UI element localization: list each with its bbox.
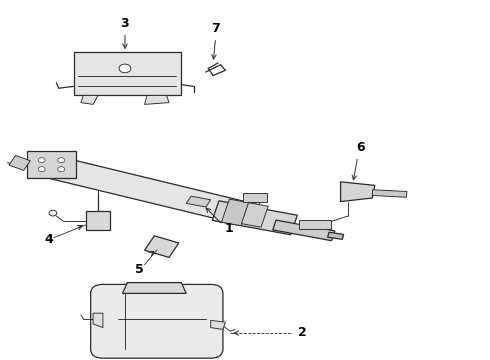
Circle shape: [38, 167, 45, 172]
Polygon shape: [122, 283, 186, 293]
Polygon shape: [372, 190, 407, 197]
Circle shape: [58, 167, 65, 172]
Text: 2: 2: [298, 327, 307, 339]
Circle shape: [119, 64, 131, 73]
Polygon shape: [212, 201, 297, 235]
Polygon shape: [186, 196, 211, 207]
Polygon shape: [145, 236, 179, 257]
Polygon shape: [74, 52, 181, 95]
FancyBboxPatch shape: [91, 284, 223, 358]
Text: 4: 4: [45, 233, 53, 246]
Polygon shape: [299, 220, 331, 229]
Polygon shape: [221, 199, 249, 226]
Polygon shape: [27, 151, 76, 178]
Circle shape: [58, 158, 65, 163]
Polygon shape: [42, 155, 260, 227]
Polygon shape: [341, 182, 375, 202]
Text: 3: 3: [121, 17, 129, 30]
Text: 7: 7: [211, 22, 220, 35]
Circle shape: [38, 158, 45, 163]
Polygon shape: [273, 220, 335, 241]
Polygon shape: [93, 313, 103, 328]
Polygon shape: [81, 95, 98, 104]
Text: 1: 1: [225, 222, 234, 235]
Text: 6: 6: [356, 141, 365, 154]
Polygon shape: [9, 156, 30, 170]
Polygon shape: [328, 232, 343, 239]
Polygon shape: [145, 95, 169, 104]
Polygon shape: [242, 203, 268, 227]
Polygon shape: [86, 211, 110, 230]
Polygon shape: [211, 320, 225, 329]
Polygon shape: [243, 193, 267, 202]
Text: 5: 5: [135, 263, 144, 276]
